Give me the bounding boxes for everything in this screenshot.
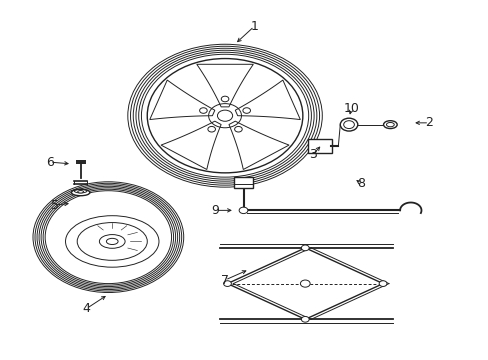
- Ellipse shape: [383, 121, 396, 129]
- Circle shape: [223, 281, 231, 287]
- FancyBboxPatch shape: [234, 177, 252, 188]
- Circle shape: [239, 207, 247, 213]
- Text: 7: 7: [221, 274, 228, 287]
- Text: 2: 2: [425, 116, 432, 129]
- Polygon shape: [235, 80, 300, 120]
- Polygon shape: [196, 64, 253, 107]
- Circle shape: [301, 245, 308, 251]
- Text: 8: 8: [356, 177, 365, 190]
- Circle shape: [378, 281, 386, 287]
- Circle shape: [300, 280, 309, 287]
- Text: 10: 10: [343, 102, 359, 115]
- Polygon shape: [228, 121, 288, 170]
- Text: 4: 4: [82, 302, 90, 315]
- Text: 3: 3: [308, 148, 316, 162]
- Text: 5: 5: [51, 198, 59, 212]
- FancyBboxPatch shape: [307, 139, 331, 153]
- Ellipse shape: [71, 189, 90, 196]
- Circle shape: [301, 316, 308, 322]
- Text: 1: 1: [250, 20, 258, 33]
- Polygon shape: [161, 121, 221, 170]
- Text: 9: 9: [211, 204, 219, 217]
- Text: 6: 6: [46, 156, 54, 168]
- Ellipse shape: [78, 190, 83, 193]
- Polygon shape: [149, 80, 214, 120]
